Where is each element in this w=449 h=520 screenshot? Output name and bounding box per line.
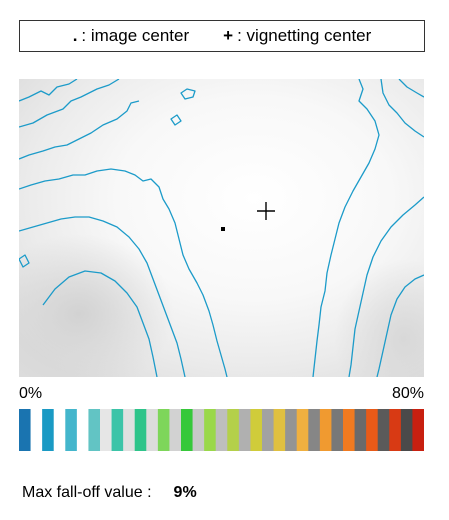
colorbar-segment [42, 409, 55, 451]
contour-top-left-inner [19, 79, 120, 128]
colorbar-segment [146, 409, 159, 451]
colorbar-segment [76, 409, 89, 451]
contour-left-small [19, 254, 30, 268]
colorbar-segment [273, 409, 286, 451]
colorbar-segment [238, 409, 251, 451]
colorbar-segment [319, 409, 332, 451]
colorbar-segment [30, 409, 43, 451]
colorbar-segment [19, 409, 32, 451]
vignetting-center-label: : vignetting center [237, 26, 372, 45]
colorbar-segment [250, 409, 263, 451]
colorbar-segment [308, 409, 321, 451]
legend-box: . : image center + : vignetting center [19, 20, 425, 52]
colorbar-segment [343, 409, 356, 451]
max-falloff-label: Max fall-off value : [22, 484, 152, 501]
colorbar-segment [53, 409, 66, 451]
colorbar [19, 409, 424, 451]
colorbar-segment [123, 409, 136, 451]
scale-min-label: 0% [19, 385, 43, 402]
dark-region-right [334, 259, 424, 377]
dark-region-left [19, 234, 174, 377]
contour-left-inner [42, 270, 158, 377]
vignetting-center-marker [257, 202, 275, 220]
footer: Max fall-off value : 9% [22, 484, 197, 502]
colorbar-segment [354, 409, 367, 451]
colorbar-segment [377, 409, 390, 451]
colorbar-segment [192, 409, 205, 451]
colorbar-segment [296, 409, 309, 451]
image-center-marker [221, 227, 225, 231]
contour-top-left-outer [19, 79, 78, 102]
legend-vignetting-center: + : vignetting center [223, 26, 371, 46]
colorbar-segment [65, 409, 78, 451]
contour-island-mid [170, 114, 182, 126]
colorbar-segment [285, 409, 298, 451]
colorbar-segment [215, 409, 228, 451]
colorbar-segment [134, 409, 147, 451]
colorbar-segment [262, 409, 275, 451]
colorbar-segment [181, 409, 194, 451]
contour-right-outer [312, 79, 380, 377]
contour-right-inner [376, 274, 424, 377]
colorbar-segment [331, 409, 344, 451]
contour-left-outer [19, 168, 228, 377]
colorbar-segment [157, 409, 170, 451]
colorbar-segment [88, 409, 101, 451]
max-falloff-value: 9% [173, 484, 197, 501]
contour-left-middle [19, 216, 186, 377]
colorbar-segment [400, 409, 413, 451]
contour-top-left-third [19, 100, 140, 160]
contour-right-third [348, 196, 424, 377]
vignetting-center-symbol: + [223, 26, 234, 45]
contour-right-middle [380, 79, 424, 138]
legend-image-center: . : image center [73, 26, 189, 46]
colorbar-segment [389, 409, 402, 451]
image-center-symbol: . [72, 26, 78, 45]
colorbar-segment [412, 409, 424, 451]
colorbar-segment [227, 409, 240, 451]
colorbar-segment [169, 409, 182, 451]
colorbar-segment [204, 409, 217, 451]
colorbar-segment [366, 409, 379, 451]
contour-island-top [180, 88, 196, 100]
contour-right-top-corner [398, 79, 424, 98]
colorbar-segment [100, 409, 113, 451]
image-center-label: : image center [81, 26, 190, 45]
scale-max-label: 80% [391, 385, 424, 402]
colorbar-segment [111, 409, 124, 451]
vignetting-map [19, 79, 424, 377]
